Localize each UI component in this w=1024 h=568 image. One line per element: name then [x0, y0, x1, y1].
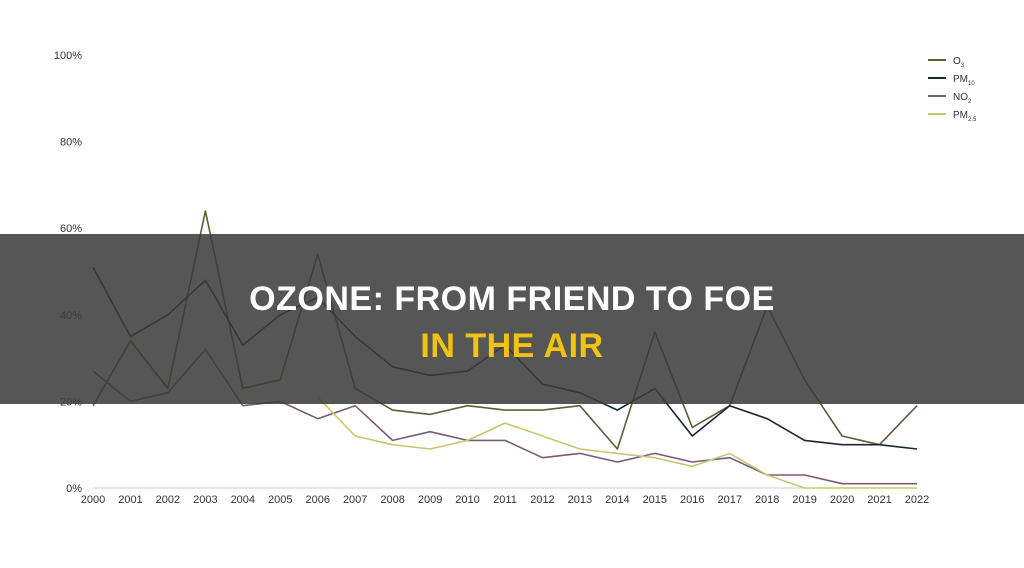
x-tick-label: 2003 [193, 494, 217, 506]
legend-label: PM2.5 [953, 110, 977, 123]
x-tick-label: 2009 [418, 494, 442, 506]
x-tick-label: 2011 [493, 494, 517, 506]
x-tick-label: 2013 [568, 494, 592, 506]
x-tick-label: 2001 [118, 494, 142, 506]
x-tick-label: 2008 [380, 494, 404, 506]
x-tick-label: 2021 [867, 494, 891, 506]
x-axis-ticks: 2000 2001 2002 2003 2004 2005 2006 2007 2008 2009… [81, 494, 929, 506]
y-tick-label: 80% [60, 137, 82, 149]
x-tick-label: 2005 [268, 494, 292, 506]
x-tick-label: 2022 [905, 494, 929, 506]
y-tick-label: 60% [60, 223, 82, 235]
legend-name: PM [953, 74, 968, 85]
series-line [317, 396, 917, 489]
headline-line-1: OZONE: FROM FRIEND TO FOE [249, 280, 775, 318]
legend-subscript: 2.5 [968, 117, 977, 123]
title-banner [0, 234, 1024, 404]
legend-subscript: 2 [968, 99, 972, 105]
legend-label: PM10 [953, 74, 975, 87]
legend-name: O [953, 56, 961, 67]
x-tick-label: 2017 [717, 494, 741, 506]
x-tick-label: 2016 [680, 494, 704, 506]
y-tick-label: 0% [66, 483, 82, 495]
x-tick-label: 2015 [643, 494, 667, 506]
legend-subscript: 10 [968, 81, 975, 87]
headline-line-2: IN THE AIR [420, 327, 604, 365]
x-tick-label: 2000 [81, 494, 105, 506]
y-tick-label: 100% [54, 50, 82, 62]
legend-name: NO [953, 92, 968, 103]
x-tick-label: 2006 [305, 494, 329, 506]
x-tick-label: 2018 [755, 494, 779, 506]
x-tick-label: 2014 [605, 494, 629, 506]
x-tick-label: 2019 [792, 494, 816, 506]
x-tick-label: 2002 [156, 494, 180, 506]
legend-label: NO2 [953, 92, 972, 105]
legend-name: PM [953, 110, 968, 121]
legend-subscript: 3 [961, 63, 965, 69]
x-tick-label: 2020 [830, 494, 854, 506]
x-tick-label: 2010 [455, 494, 479, 506]
x-tick-label: 2012 [530, 494, 554, 506]
x-tick-label: 2007 [343, 494, 367, 506]
legend-label: O3 [953, 56, 965, 69]
x-tick-label: 2004 [231, 494, 255, 506]
